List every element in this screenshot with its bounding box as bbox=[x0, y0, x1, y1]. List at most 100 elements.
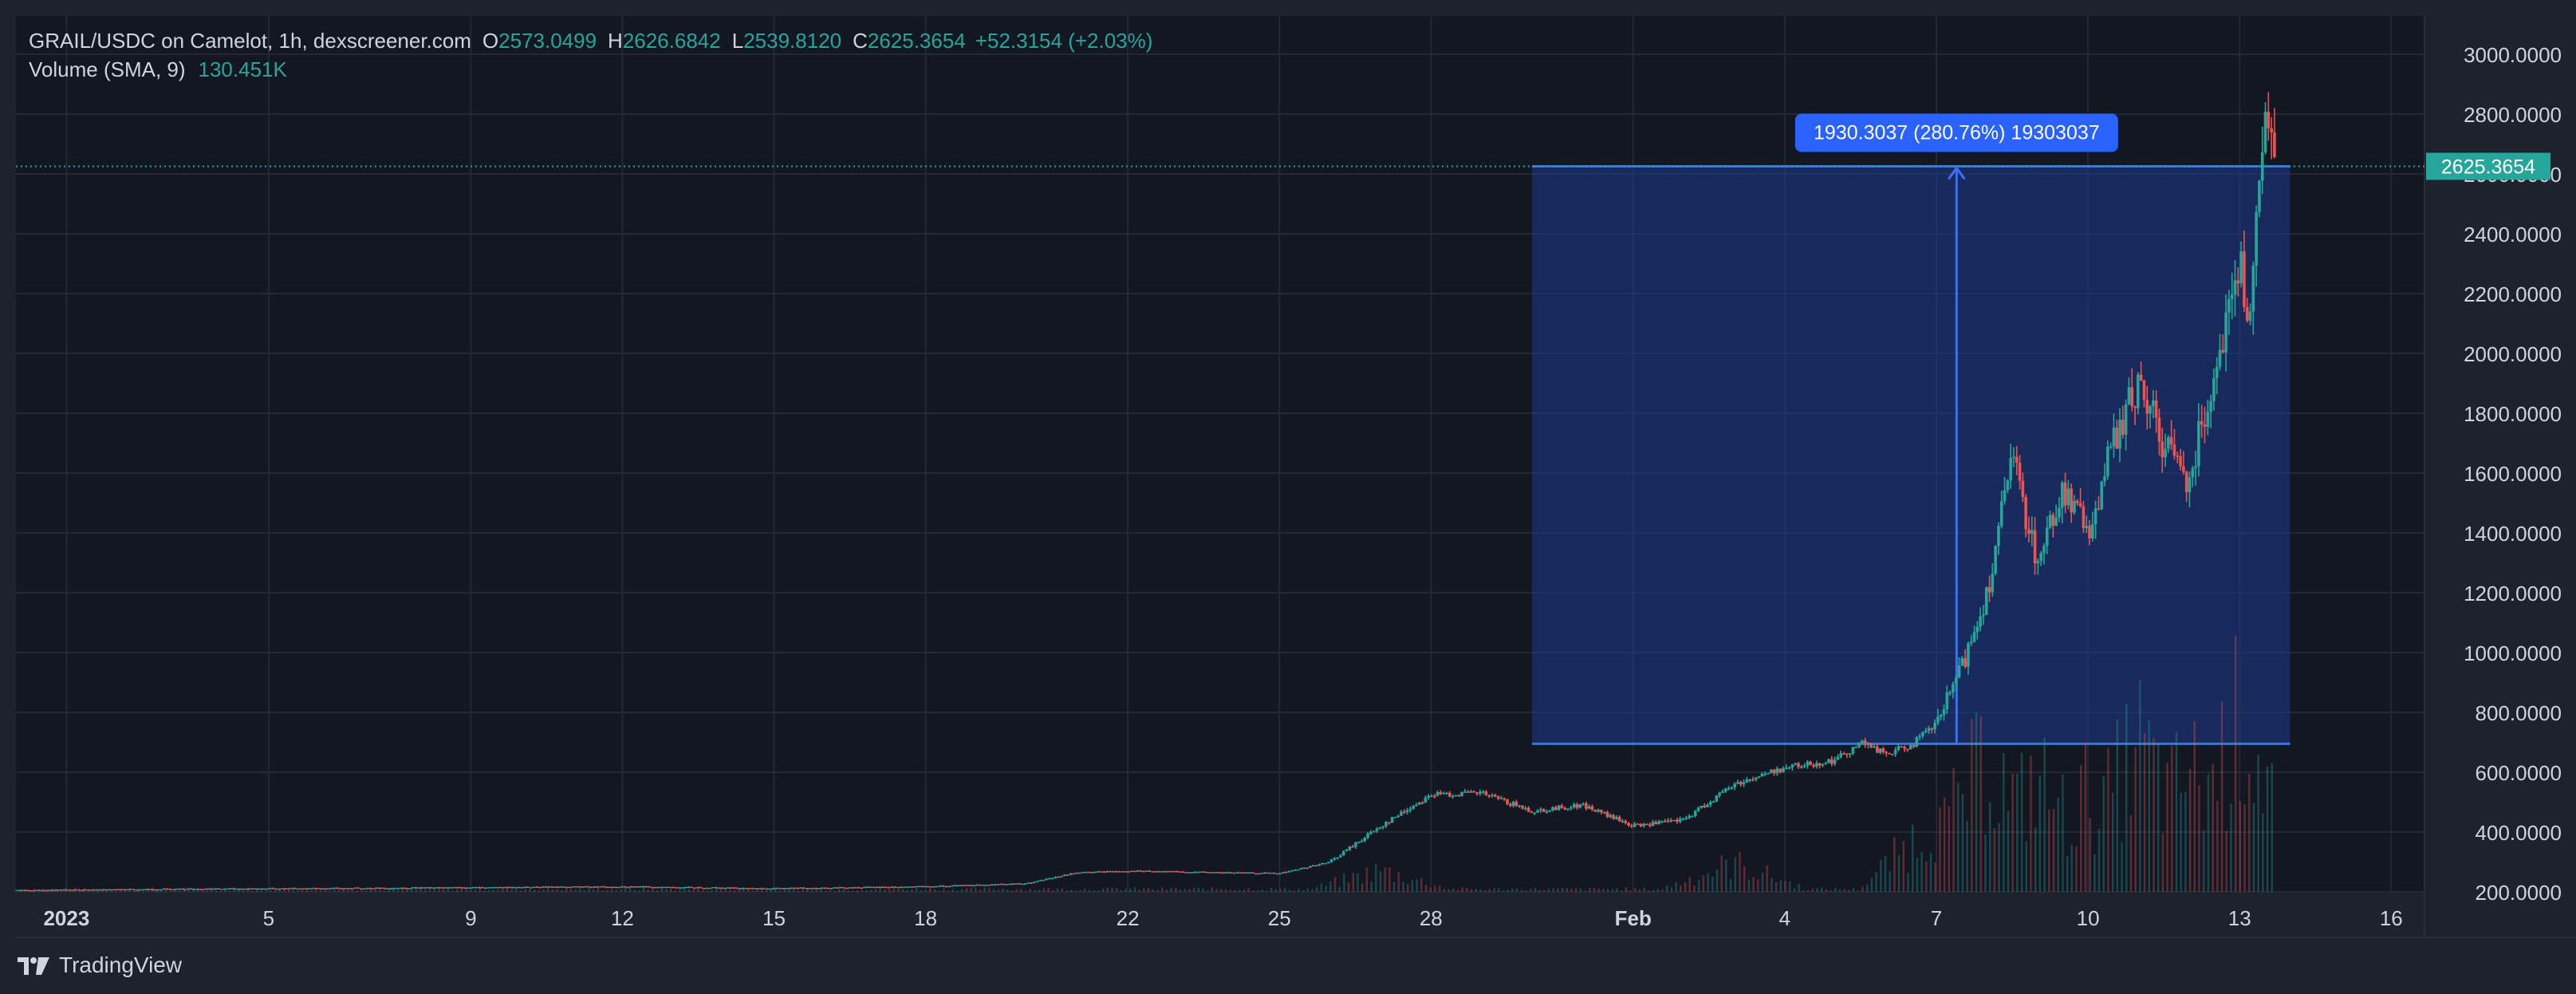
footer-brand[interactable]: TradingView bbox=[16, 949, 182, 981]
candle-body bbox=[1156, 871, 1160, 873]
candle-body bbox=[1945, 692, 1949, 710]
candle-body bbox=[2255, 211, 2258, 266]
candle-body bbox=[498, 886, 502, 889]
volume-bar bbox=[1147, 888, 1150, 892]
candle-body bbox=[1942, 709, 1946, 715]
candle-body bbox=[1878, 748, 1882, 753]
candle-body bbox=[914, 886, 918, 888]
volume-bar bbox=[324, 889, 327, 892]
measure-box[interactable] bbox=[1532, 166, 2290, 744]
candle-body bbox=[1163, 871, 1167, 873]
candle-body bbox=[860, 887, 863, 889]
volume-bar bbox=[2184, 791, 2187, 892]
y-tick-label: 2400.0000 bbox=[2464, 223, 2562, 247]
volume-bar bbox=[2198, 785, 2200, 892]
candle-body bbox=[1554, 807, 1558, 811]
volume-bar bbox=[1720, 855, 1723, 892]
candle-body bbox=[944, 886, 948, 888]
candle-body bbox=[1420, 802, 1424, 804]
volume-bar bbox=[833, 890, 836, 892]
candle-body bbox=[2263, 112, 2267, 152]
volume-bar bbox=[1693, 886, 1696, 892]
volume-bar bbox=[1697, 880, 1700, 892]
candle-body bbox=[1908, 745, 1912, 750]
candle-body bbox=[978, 884, 982, 886]
volume-bar bbox=[1256, 890, 1259, 892]
volume-bar bbox=[1984, 834, 1987, 892]
volume-bar bbox=[438, 888, 440, 892]
candle-body bbox=[2194, 466, 2197, 468]
candle-body bbox=[390, 888, 393, 889]
candle-body bbox=[732, 887, 736, 889]
volume-bar bbox=[515, 887, 518, 892]
candle-body bbox=[195, 889, 199, 890]
candle-body bbox=[717, 887, 721, 889]
candle-body bbox=[1688, 816, 1691, 818]
candle-body bbox=[2212, 377, 2216, 401]
volume-bar bbox=[943, 888, 945, 892]
candle-body bbox=[1778, 768, 1782, 772]
candle-body bbox=[392, 888, 396, 889]
candle-body bbox=[168, 888, 172, 890]
volume-bar bbox=[1056, 888, 1059, 892]
volume-bar bbox=[1375, 864, 1377, 892]
candle-body bbox=[2130, 387, 2134, 407]
candle-body bbox=[1363, 837, 1367, 842]
volume-bar bbox=[1179, 889, 1182, 892]
candle-body bbox=[1451, 795, 1455, 798]
volume-bar bbox=[1979, 716, 1982, 892]
candle-body bbox=[678, 887, 681, 889]
candle-body bbox=[629, 886, 632, 888]
candle-body bbox=[693, 887, 696, 889]
candle-body bbox=[838, 886, 842, 889]
candle-body bbox=[2251, 265, 2255, 312]
candle-body bbox=[365, 887, 369, 889]
candle-body bbox=[329, 888, 333, 889]
candle-body bbox=[1678, 818, 1682, 822]
volume-bar bbox=[733, 889, 736, 892]
volume-bar bbox=[551, 889, 554, 892]
volume-bar bbox=[538, 890, 541, 892]
volume-bar bbox=[1192, 888, 1195, 892]
volume-bar bbox=[542, 889, 545, 892]
candle-body bbox=[417, 887, 420, 889]
volume-bar bbox=[1656, 889, 1660, 892]
volume-bar bbox=[2084, 743, 2087, 892]
y-tick-label: 400.0000 bbox=[2476, 821, 2562, 845]
volume-bar bbox=[1852, 887, 1855, 892]
measure-arrow-head bbox=[1948, 165, 1966, 180]
volume-bar bbox=[1789, 881, 1791, 892]
volume-bar bbox=[1961, 794, 1964, 892]
volume-bar bbox=[1270, 887, 1273, 892]
candle-body bbox=[1154, 871, 1157, 873]
volume-bar bbox=[933, 889, 936, 892]
candle-body bbox=[372, 888, 375, 890]
candle-body bbox=[214, 888, 218, 889]
volume-bar bbox=[251, 890, 254, 892]
candle-body bbox=[2267, 112, 2271, 128]
candle-body bbox=[1600, 810, 1603, 813]
volume-bar bbox=[1266, 890, 1268, 892]
volume-bar bbox=[861, 890, 863, 892]
volume-bar bbox=[1384, 867, 1386, 892]
volume-bar bbox=[133, 889, 136, 892]
volume-bar bbox=[451, 890, 454, 892]
candle-body bbox=[223, 889, 226, 890]
candle-body bbox=[2018, 463, 2022, 481]
candle-body bbox=[784, 888, 787, 889]
candle-body bbox=[380, 887, 384, 889]
volume-bar bbox=[1306, 888, 1309, 892]
x-tick-label: 28 bbox=[1420, 906, 1443, 930]
candle-body bbox=[1054, 876, 1058, 878]
volume-bar bbox=[1074, 890, 1077, 892]
volume-bar bbox=[1934, 862, 1936, 892]
candle-body bbox=[459, 887, 463, 889]
volume-bar bbox=[1252, 890, 1255, 892]
volume-bar bbox=[283, 887, 286, 892]
candle-body bbox=[1681, 818, 1685, 820]
candle-body bbox=[220, 889, 223, 890]
candle-body bbox=[644, 886, 648, 888]
candle-body bbox=[1272, 872, 1276, 874]
volume-bar bbox=[392, 887, 395, 892]
